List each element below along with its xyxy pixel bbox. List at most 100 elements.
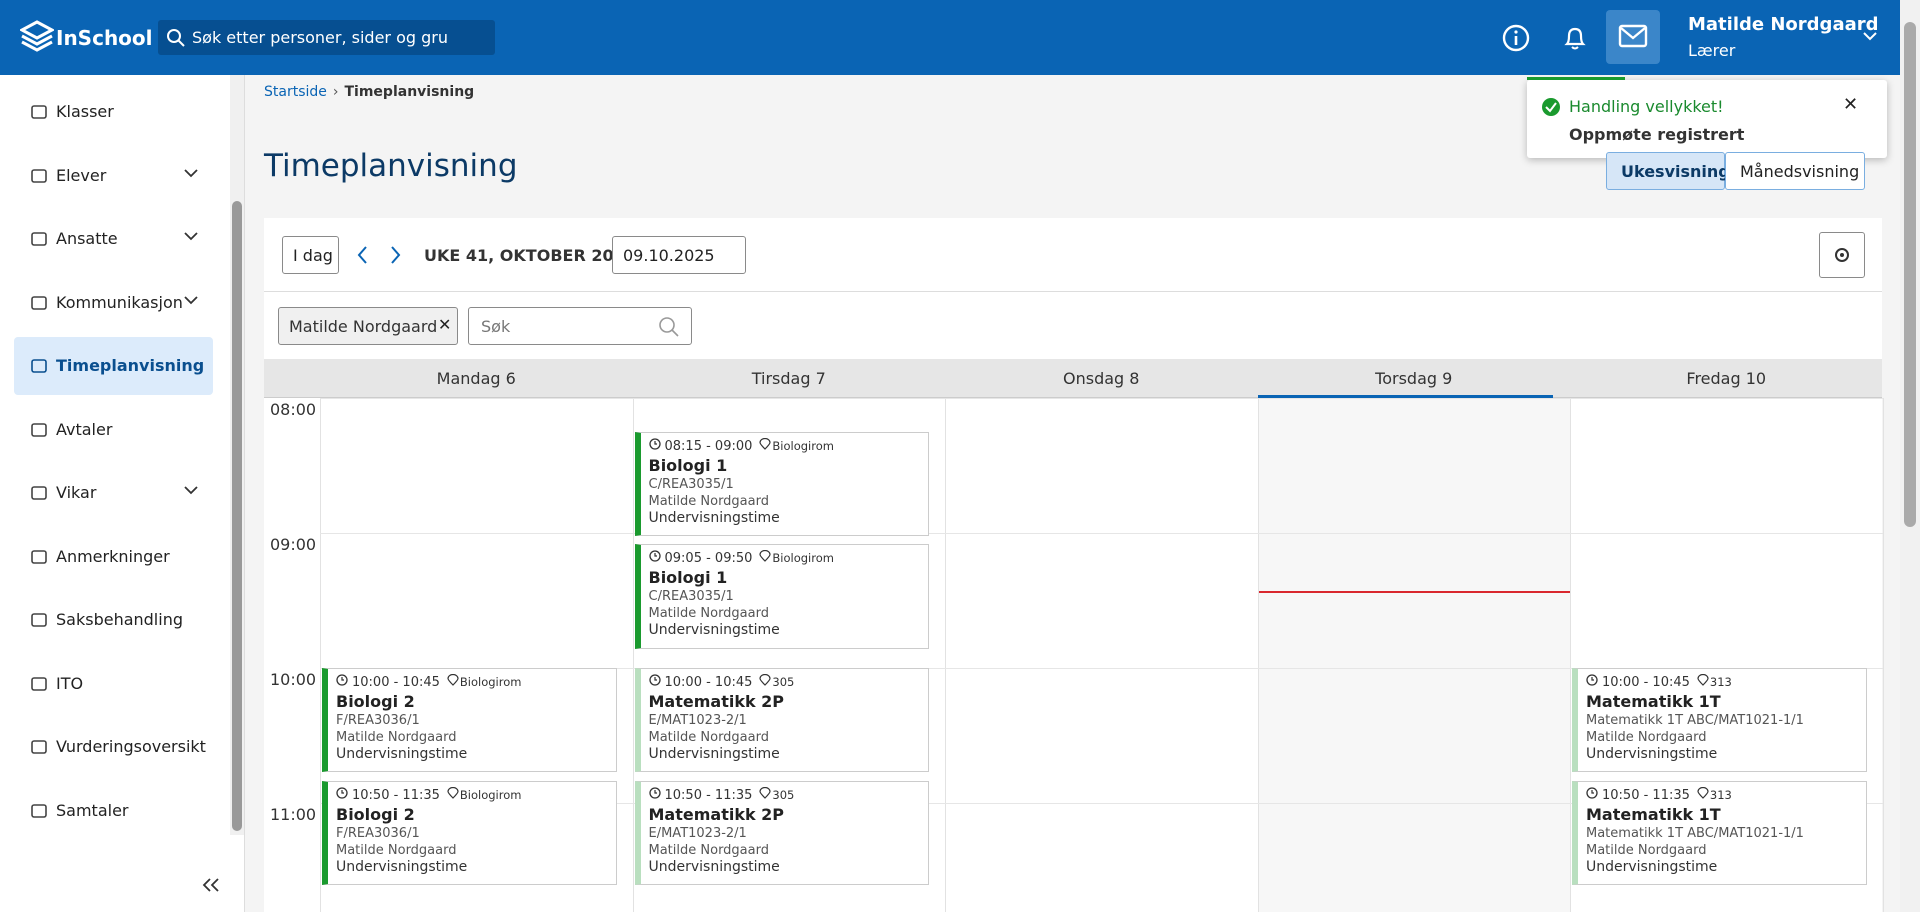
filter-search[interactable]: Søk xyxy=(468,307,692,345)
lesson-time-row: 10:50 - 11:35 313 xyxy=(1586,786,1866,804)
view-button[interactable]: Månedsvisning xyxy=(1725,152,1865,190)
chip-remove[interactable]: ✕ xyxy=(438,315,452,334)
toast-progress xyxy=(1527,77,1625,80)
lesson[interactable]: 08:15 - 09:00 Biologirom Biologi 1 C/REA303… xyxy=(634,431,929,536)
hour-line xyxy=(320,533,1883,534)
lesson-kind: Undervisningstime xyxy=(1586,746,1718,762)
week-nav[interactable] xyxy=(356,244,406,266)
divider xyxy=(264,291,1882,292)
lesson-teacher: Matilde Nordgaard xyxy=(648,730,770,745)
hour-label: 09:00 xyxy=(270,535,317,554)
lesson-room: 313 xyxy=(1709,675,1732,689)
lesson-time: 09:05 - 09:50 xyxy=(664,551,753,567)
lesson[interactable]: 10:50 - 11:35 313 Matematikk 1T Matematikk … xyxy=(1572,780,1867,885)
hour-label: 08:00 xyxy=(270,400,317,419)
nav-item[interactable]: Timeplanvisning xyxy=(14,337,213,395)
nav-label: Samtaler xyxy=(56,800,129,820)
view-button[interactable]: Ukesvisning xyxy=(1606,152,1730,190)
hour-label: 10:00 xyxy=(270,670,317,689)
lesson-teacher: Matilde Nordgaard xyxy=(648,842,770,858)
lesson-teacher: Matilde Nordgaard xyxy=(1586,730,1707,745)
lesson[interactable]: 10:50 - 11:35 Biologirom Biologi 2 F/REA303… xyxy=(322,780,617,885)
nav-label: Klasser xyxy=(56,102,114,121)
lesson-code: E/MAT1023-2/1 xyxy=(648,825,747,841)
lesson[interactable]: 09:05 - 09:50 Biologirom Biologi 1 C/REA303… xyxy=(634,544,929,649)
nav-label: Kommunikasjon xyxy=(56,292,183,312)
user-menu-chevron[interactable] xyxy=(1862,30,1878,42)
page-title: Timeplanvisning xyxy=(264,148,518,184)
lesson-teacher: Matilde Nordgaard xyxy=(1586,842,1707,858)
date-input[interactable]: 09.10.2025 xyxy=(612,236,746,274)
lesson-kind: Undervisningstime xyxy=(648,509,780,526)
nav-item[interactable]: Vikar xyxy=(14,464,213,522)
search-icon xyxy=(167,29,185,47)
hour-line xyxy=(320,398,1883,399)
nav-item[interactable]: Elever xyxy=(14,147,213,205)
current-day-shade xyxy=(1258,398,1570,912)
nav-item[interactable]: ITO xyxy=(14,655,213,713)
lesson-teacher: Matilde Nordgaard xyxy=(648,493,770,509)
nav-item[interactable]: Anmerkninger xyxy=(14,528,213,586)
page-scrollbar xyxy=(1900,0,1920,912)
hour-label: 11:00 xyxy=(270,805,317,824)
hour-line xyxy=(320,668,1883,669)
toast-icon xyxy=(1542,98,1560,116)
lesson[interactable]: 10:50 - 11:35 305 Matematikk 2P E/MAT1023-2… xyxy=(634,780,929,885)
messages-button[interactable] xyxy=(1606,10,1660,64)
lesson[interactable]: 10:00 - 10:45 305 Matematikk 2P E/MAT1023-2… xyxy=(634,668,929,773)
lesson-room: Biologirom xyxy=(459,675,522,689)
today-button[interactable]: I dag xyxy=(282,236,339,274)
toast-title: Handling vellykket! xyxy=(1569,97,1724,116)
nav-item[interactable]: Ansatte xyxy=(14,210,213,268)
lesson-room: 313 xyxy=(1709,787,1732,802)
nav-item[interactable]: Klasser xyxy=(14,83,213,141)
lesson-title: Biologi 2 xyxy=(336,692,415,711)
notifications-button[interactable] xyxy=(1561,24,1589,52)
info-button[interactable] xyxy=(1502,24,1530,52)
lesson-title: Biologi 2 xyxy=(336,804,415,824)
lesson-room: Biologirom xyxy=(459,787,522,802)
column-line xyxy=(320,398,321,912)
lesson-time: 10:50 - 11:35 xyxy=(664,787,753,803)
lesson[interactable]: 10:00 - 10:45 Biologirom Biologi 2 F/REA303… xyxy=(322,668,617,773)
lesson-title: Matematikk 2P xyxy=(648,692,785,711)
lesson-room: 305 xyxy=(772,787,795,802)
day-label: Tirsdag 7 xyxy=(751,369,826,388)
nav-item[interactable]: Avtaler xyxy=(14,401,213,459)
filter-chip[interactable]: Matilde Nordgaard xyxy=(278,307,458,345)
breadcrumb: Startside › Timeplanvisning xyxy=(264,84,474,100)
breadcrumb-item[interactable]: Startside xyxy=(264,84,327,100)
sidebar-scrollbar xyxy=(230,75,244,835)
toast-message: Oppmøte registrert xyxy=(1569,125,1745,144)
hour-line xyxy=(320,803,1883,804)
lesson-code: Matematikk 1T ABC/MAT1021-1/1 xyxy=(1586,825,1804,841)
sidebar: Klasser Elever Ansatte Kommunikasjon Timepla… xyxy=(0,75,245,912)
lesson-time: 10:00 - 10:45 xyxy=(352,675,440,690)
settings-button[interactable] xyxy=(1819,232,1865,278)
nav-item[interactable]: Vurderingsoversikt xyxy=(14,718,213,776)
lesson-kind: Undervisningstime xyxy=(648,858,780,875)
lesson-teacher: Matilde Nordgaard xyxy=(336,730,457,745)
nav-item[interactable]: Kommunikasjon xyxy=(14,274,213,332)
lesson-kind: Undervisningstime xyxy=(336,746,468,762)
lesson-kind: Undervisningstime xyxy=(648,622,780,639)
lesson-title: Biologi 1 xyxy=(648,455,728,475)
lesson-code: F/REA3036/1 xyxy=(336,825,420,841)
top-bar: InSchool Søk etter personer, sider og gr… xyxy=(0,0,1900,75)
nav-label: Anmerkninger xyxy=(56,546,170,566)
collapse-sidebar[interactable] xyxy=(200,875,224,895)
logo[interactable]: InSchool xyxy=(56,26,153,50)
column-line xyxy=(1882,398,1884,912)
toast-close[interactable]: ✕ xyxy=(1843,94,1859,115)
nav-item[interactable]: Saksbehandling xyxy=(14,591,213,649)
lesson-code: Matematikk 1T ABC/MAT1021-1/1 xyxy=(1586,713,1804,728)
user-name[interactable]: Matilde Nordgaard xyxy=(1688,14,1879,35)
nav-item[interactable]: Samtaler xyxy=(14,782,213,840)
lesson-time-row: 09:05 - 09:50 Biologirom xyxy=(648,550,929,567)
lesson-title: Biologi 1 xyxy=(648,568,728,588)
nav-label: Vikar xyxy=(56,483,97,502)
lesson-time: 10:00 - 10:45 xyxy=(1602,675,1690,690)
lesson[interactable]: 10:00 - 10:45 313 Matematikk 1T Matematikk … xyxy=(1572,668,1867,773)
global-search[interactable]: Søk etter personer, sider og gru xyxy=(158,20,495,55)
